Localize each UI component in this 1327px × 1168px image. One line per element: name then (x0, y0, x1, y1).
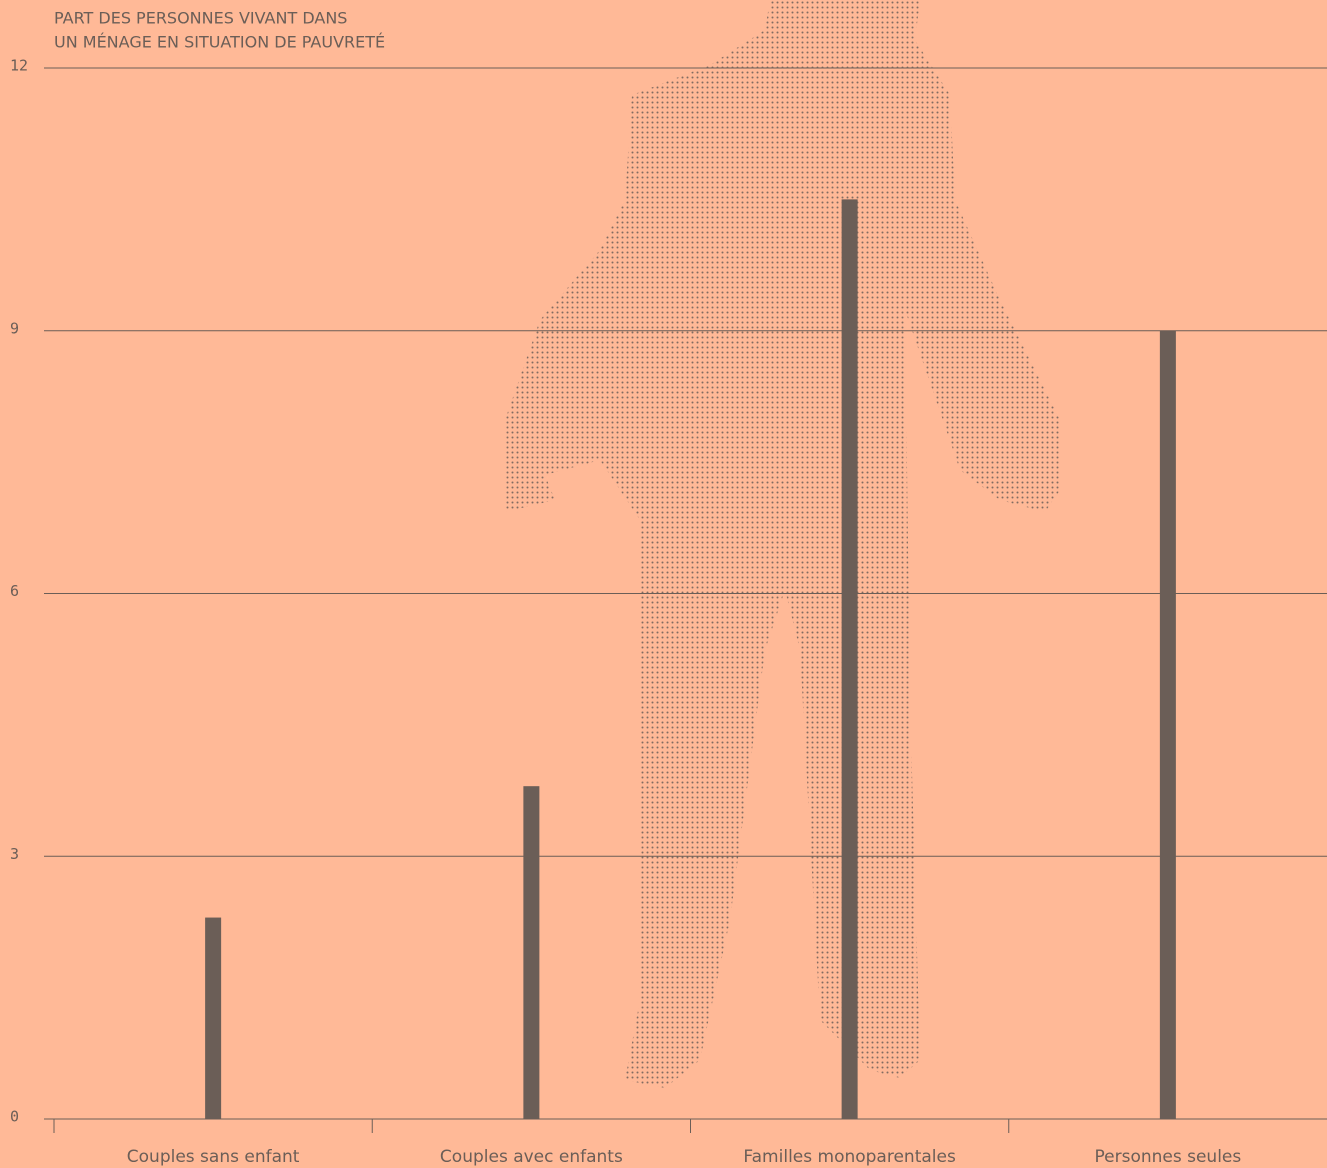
y-tick-label: 3 (10, 845, 19, 863)
x-tick-label: Couples sans enfant (127, 1147, 300, 1167)
y-tick-label: 9 (10, 319, 19, 337)
y-tick-label: 12 (10, 57, 28, 75)
chart-title: PART DES PERSONNES VIVANT DANS (54, 9, 347, 28)
chart-title: UN MÉNAGE EN SITUATION DE PAUVRETÉ (54, 33, 385, 52)
bar (205, 917, 222, 1119)
bar (841, 199, 858, 1119)
bar (1159, 330, 1176, 1119)
bar (523, 786, 540, 1119)
x-tick-label: Familles monoparentales (743, 1147, 956, 1167)
y-tick-label: 6 (10, 582, 19, 600)
x-tick-label: Personnes seules (1095, 1147, 1242, 1167)
y-tick-label: 0 (10, 1108, 19, 1126)
silhouette (505, 0, 1060, 1088)
x-tick-label: Couples avec enfants (440, 1147, 623, 1167)
